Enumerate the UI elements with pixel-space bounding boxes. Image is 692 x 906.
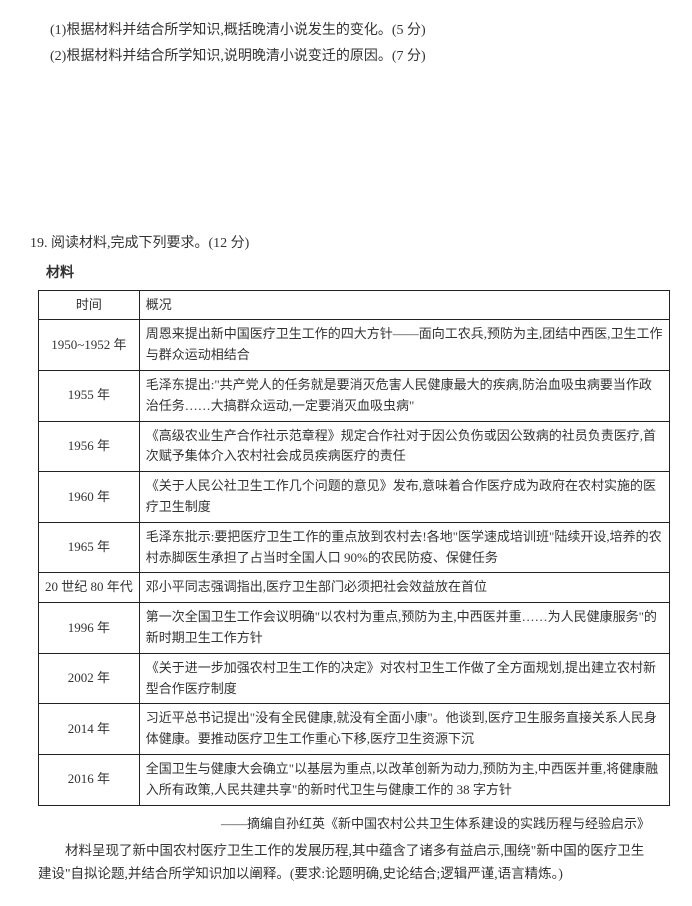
table-row: 2014 年习近平总书记提出"没有全民健康,就没有全面小康"。他谈到,医疗卫生服… [39, 704, 670, 755]
col-header-time: 时间 [39, 290, 140, 320]
cell-desc: 毛泽东提出:"共产党人的任务就是要消灭危害人民健康最大的疾病,防治血吸虫病要当作… [139, 370, 669, 421]
material-table: 时间 概况 1950~1952 年周恩来提出新中国医疗卫生工作的四大方针——面向… [38, 290, 670, 806]
table-row: 1955 年毛泽东提出:"共产党人的任务就是要消灭危害人民健康最大的疾病,防治血… [39, 370, 670, 421]
answer-space [30, 73, 662, 233]
cell-desc: 《高级农业生产合作社示范章程》规定合作社对于因公负伤或因公致病的社员负责医疗,首… [139, 421, 669, 472]
material-label: 材料 [46, 263, 662, 285]
cell-time: 1956 年 [39, 421, 140, 472]
table-row: 1956 年《高级农业生产合作社示范章程》规定合作社对于因公负伤或因公致病的社员… [39, 421, 670, 472]
cell-time: 1960 年 [39, 472, 140, 523]
cell-desc: 邓小平同志强调指出,医疗卫生部门必须把社会效益放在首位 [139, 573, 669, 603]
cell-desc: 《关于人民公社卫生工作几个问题的意见》发布,意味着合作医疗成为政府在农村实施的医… [139, 472, 669, 523]
q18-sub1: (1)根据材料并结合所学知识,概括晚清小说发生的变化。(5 分) [50, 20, 662, 42]
source-citation: ——摘编自孙红英《新中国农村公共卫生体系建设的实践历程与经验启示》 [30, 814, 650, 835]
instructions-text: 材料呈现了新中国农村医疗卫生工作的发展历程,其中蕴含了诸多有益启示,围绕"新中国… [38, 840, 654, 886]
cell-desc: 第一次全国卫生工作会议明确"以农村为重点,预防为主,中西医并重……为人民健康服务… [139, 603, 669, 654]
cell-desc: 全国卫生与健康大会确立"以基层为重点,以改革创新为动力,预防为主,中西医并重,将… [139, 754, 669, 805]
table-row: 1965 年毛泽东批示:要把医疗卫生工作的重点放到农村去!各地"医学速成培训班"… [39, 522, 670, 573]
q19-header: 19. 阅读材料,完成下列要求。(12 分) [30, 233, 662, 255]
q18-sub2: (2)根据材料并结合所学知识,说明晚清小说变迁的原因。(7 分) [50, 46, 662, 68]
cell-desc: 《关于进一步加强农村卫生工作的决定》对农村卫生工作做了全方面规划,提出建立农村新… [139, 653, 669, 704]
cell-time: 1996 年 [39, 603, 140, 654]
table-header-row: 时间 概况 [39, 290, 670, 320]
cell-time: 1950~1952 年 [39, 320, 140, 371]
cell-time: 2014 年 [39, 704, 140, 755]
table-row: 1960 年《关于人民公社卫生工作几个问题的意见》发布,意味着合作医疗成为政府在… [39, 472, 670, 523]
table-row: 20 世纪 80 年代邓小平同志强调指出,医疗卫生部门必须把社会效益放在首位 [39, 573, 670, 603]
table-row: 1950~1952 年周恩来提出新中国医疗卫生工作的四大方针——面向工农兵,预防… [39, 320, 670, 371]
cell-time: 1965 年 [39, 522, 140, 573]
cell-time: 1955 年 [39, 370, 140, 421]
cell-time: 2016 年 [39, 754, 140, 805]
cell-desc: 习近平总书记提出"没有全民健康,就没有全面小康"。他谈到,医疗卫生服务直接关系人… [139, 704, 669, 755]
cell-time: 2002 年 [39, 653, 140, 704]
cell-desc: 毛泽东批示:要把医疗卫生工作的重点放到农村去!各地"医学速成培训班"陆续开设,培… [139, 522, 669, 573]
cell-desc: 周恩来提出新中国医疗卫生工作的四大方针——面向工农兵,预防为主,团结中西医,卫生… [139, 320, 669, 371]
col-header-desc: 概况 [139, 290, 669, 320]
table-row: 2016 年全国卫生与健康大会确立"以基层为重点,以改革创新为动力,预防为主,中… [39, 754, 670, 805]
table-row: 1996 年第一次全国卫生工作会议明确"以农村为重点,预防为主,中西医并重……为… [39, 603, 670, 654]
cell-time: 20 世纪 80 年代 [39, 573, 140, 603]
table-row: 2002 年《关于进一步加强农村卫生工作的决定》对农村卫生工作做了全方面规划,提… [39, 653, 670, 704]
table-body: 1950~1952 年周恩来提出新中国医疗卫生工作的四大方针——面向工农兵,预防… [39, 320, 670, 805]
